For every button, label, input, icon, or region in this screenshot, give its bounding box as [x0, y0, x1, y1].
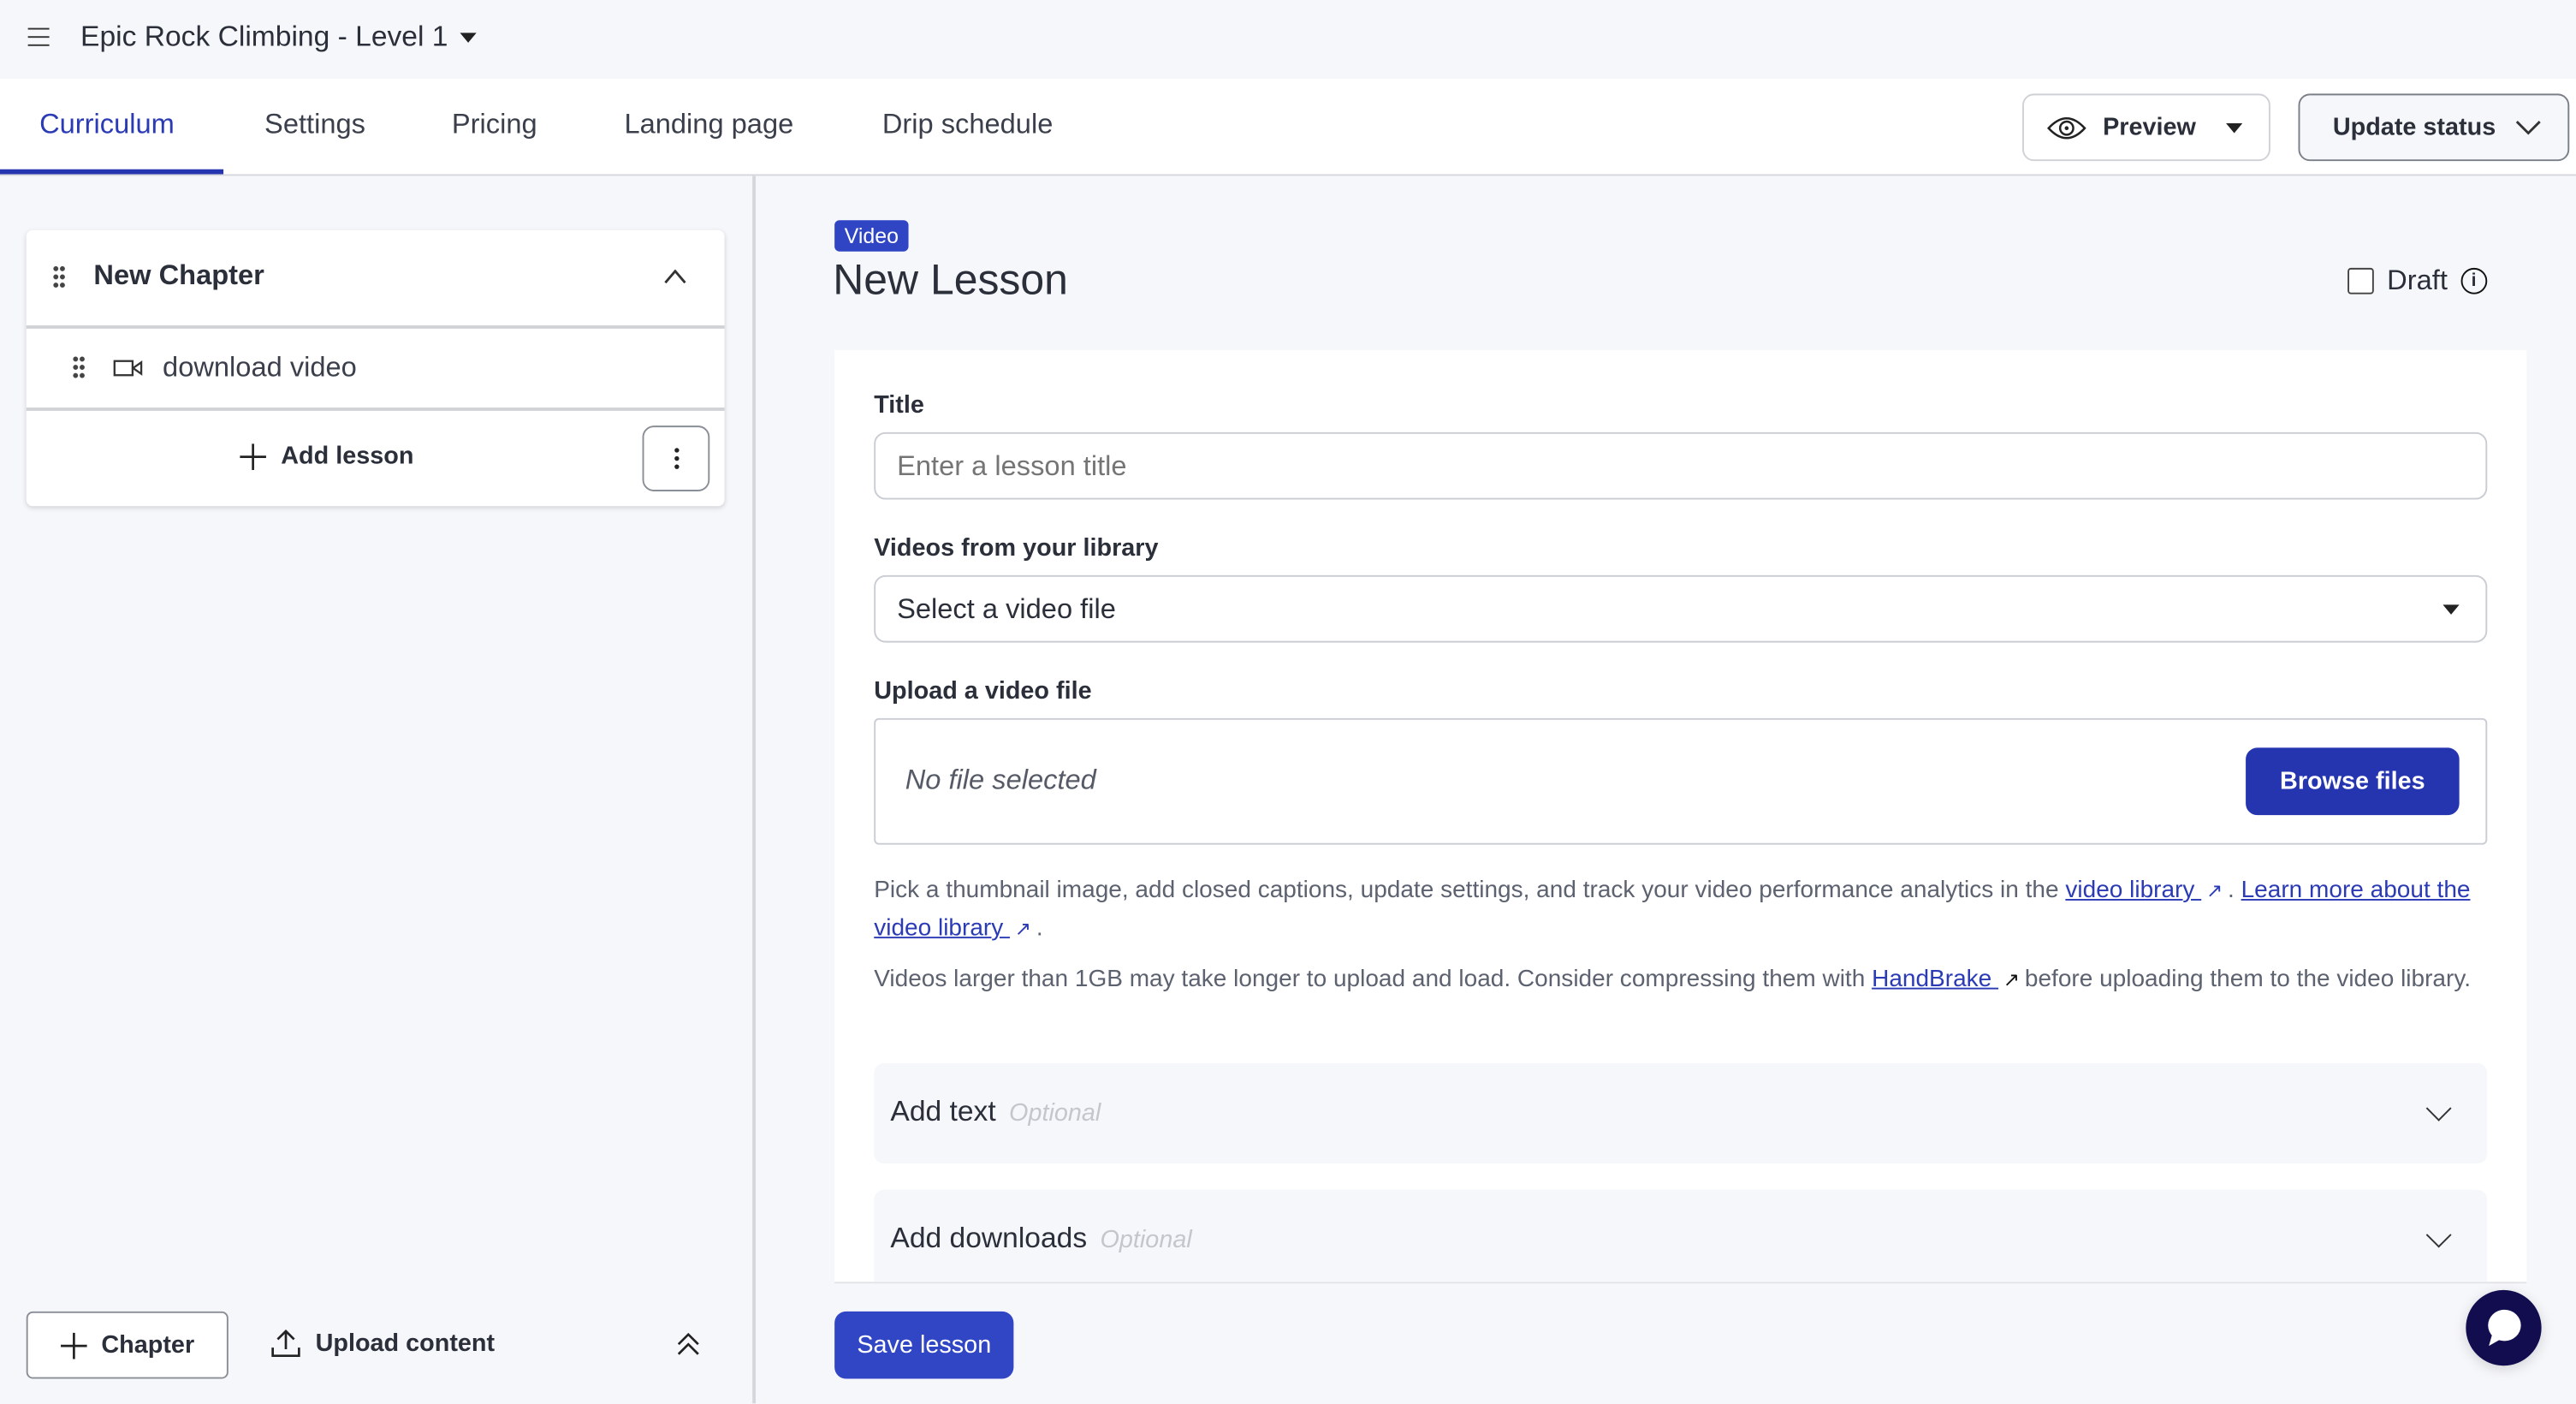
update-status-label: Update status	[2332, 113, 2496, 142]
learn-more-link[interactable]: Learn more about the video library	[874, 878, 2471, 942]
video-library-link[interactable]: video library	[2065, 878, 2202, 904]
tab-landing-page[interactable]: Landing page	[624, 108, 794, 140]
info-icon[interactable]: i	[2460, 267, 2487, 294]
chevron-down-icon	[2425, 1222, 2452, 1248]
chevron-down-icon	[2425, 1095, 2452, 1121]
more-options-button[interactable]	[642, 425, 710, 491]
top-bar: Epic Rock Climbing - Level 1	[0, 0, 2576, 79]
upload-label: Upload a video file	[874, 676, 1092, 705]
optional-label: Optional	[1100, 1226, 1192, 1254]
add-chapter-label: Chapter	[101, 1330, 195, 1359]
chat-bubble-icon	[2488, 1309, 2521, 1347]
accordion-title: Add text	[890, 1094, 996, 1127]
chevron-down-icon	[2516, 120, 2542, 134]
title-input[interactable]	[874, 431, 2488, 500]
video-library-select[interactable]: Select a video file	[874, 574, 2488, 643]
browse-files-button[interactable]: Browse files	[2246, 747, 2460, 816]
external-link-icon: ↗	[2003, 967, 2021, 991]
draft-toggle[interactable]: Draft i	[2347, 265, 2487, 297]
title-label: Title	[874, 390, 924, 419]
lesson-type-badge: Video	[834, 220, 909, 252]
active-tab-indicator	[0, 169, 224, 175]
help-text: .	[1036, 915, 1043, 942]
caret-down-icon	[2225, 122, 2242, 133]
caret-down-icon	[2442, 604, 2460, 615]
help-text: before uploading them to the video libra…	[2024, 966, 2472, 993]
handbrake-link[interactable]: HandBrake	[1872, 966, 1999, 993]
help-text: .	[2228, 878, 2241, 904]
panel-divider	[752, 176, 756, 1404]
plus-icon	[240, 443, 266, 470]
accordion-title: Add downloads	[890, 1221, 1088, 1254]
upload-content-label: Upload content	[315, 1328, 496, 1357]
drag-handle-icon[interactable]	[52, 265, 66, 288]
upload-dropzone[interactable]: No file selected Browse files	[874, 717, 2488, 845]
add-lesson-label: Add lesson	[281, 442, 414, 471]
library-label: Videos from your library	[874, 533, 1159, 562]
external-link-icon: ↗	[1014, 917, 1032, 941]
chapter-title[interactable]: New Chapter	[93, 259, 264, 291]
tab-settings[interactable]: Settings	[264, 108, 365, 140]
add-downloads-accordion[interactable]: Add downloads Optional	[874, 1189, 2488, 1282]
tab-drip-schedule[interactable]: Drip schedule	[881, 108, 1054, 140]
double-chevron-up-icon[interactable]	[675, 1331, 702, 1358]
upload-content-button[interactable]: Upload content	[271, 1328, 495, 1358]
caret-down-icon	[459, 33, 477, 44]
draft-checkbox[interactable]	[2347, 267, 2374, 294]
chapter-card: New Chapter download video Add lesson	[26, 229, 725, 507]
divider	[26, 325, 725, 328]
course-title: Epic Rock Climbing - Level 1	[80, 20, 448, 53]
divider	[26, 408, 725, 410]
help-text: Videos larger than 1GB may take longer t…	[874, 966, 1873, 993]
lesson-title: New Lesson	[833, 254, 1068, 305]
preview-button[interactable]: Preview	[2022, 93, 2270, 162]
menu-icon[interactable]	[27, 27, 50, 46]
help-text-library: Pick a thumbnail image, add closed capti…	[874, 872, 2492, 948]
lesson-item[interactable]: download video	[163, 351, 357, 384]
lesson-form: Title Videos from your library Select a …	[834, 349, 2527, 1284]
optional-label: Optional	[1009, 1099, 1101, 1127]
chevron-up-icon[interactable]	[664, 269, 687, 284]
help-text: Pick a thumbnail image, add closed capti…	[874, 878, 2066, 904]
update-status-button[interactable]: Update status	[2298, 93, 2570, 162]
save-lesson-button[interactable]: Save lesson	[834, 1311, 1014, 1379]
tab-curriculum[interactable]: Curriculum	[39, 108, 175, 140]
add-chapter-button[interactable]: Chapter	[26, 1311, 229, 1379]
no-file-text: No file selected	[905, 764, 1096, 796]
draft-label: Draft	[2387, 265, 2448, 296]
tab-pricing[interactable]: Pricing	[451, 108, 537, 140]
add-text-accordion[interactable]: Add text Optional	[874, 1062, 2488, 1164]
chat-button[interactable]	[2466, 1289, 2542, 1366]
help-text-size: Videos larger than 1GB may take longer t…	[874, 961, 2492, 999]
video-camera-icon	[113, 360, 143, 377]
upload-icon	[271, 1329, 300, 1358]
external-link-icon: ↗	[2205, 878, 2223, 902]
add-lesson-button[interactable]: Add lesson	[240, 442, 413, 470]
selected-video: Select a video file	[897, 592, 1116, 624]
course-title-dropdown[interactable]: Epic Rock Climbing - Level 1	[80, 20, 477, 54]
preview-label: Preview	[2103, 113, 2196, 142]
plus-icon	[60, 1331, 87, 1359]
drag-handle-icon[interactable]	[72, 354, 86, 378]
eye-icon	[2047, 116, 2086, 139]
kebab-icon	[674, 448, 679, 469]
